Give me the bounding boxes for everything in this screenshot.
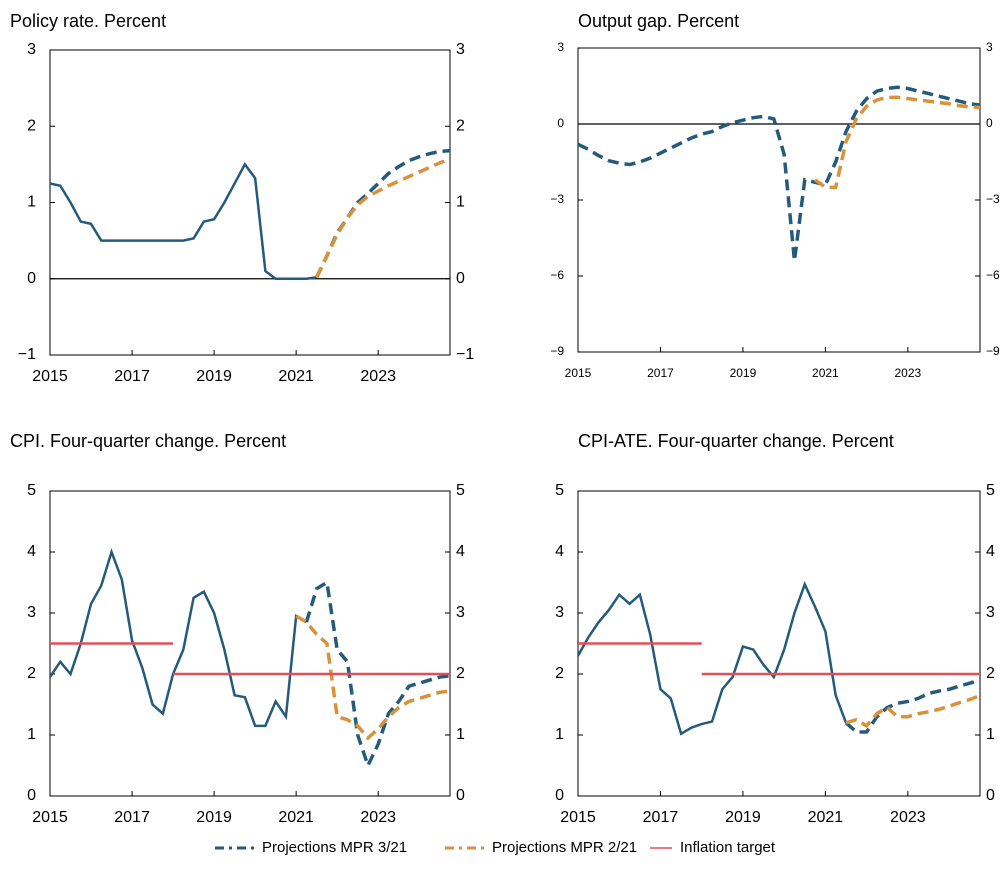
x-tick-label: 2015 [560,809,596,826]
y-tick-label: 1 [27,726,36,743]
panel-title: Output gap. Percent [578,11,739,31]
y2-tick-label: 5 [986,482,995,499]
y-tick-label: −1 [18,346,36,363]
panel: Policy rate. Percent −1 −1 0 0 1 1 2 2 3 3 2015 2017… [10,11,474,385]
series-line [50,162,317,280]
y2-tick-label: 3 [986,40,993,54]
series-line [578,581,848,736]
y2-tick-label: 1 [456,726,465,743]
y2-tick-label: −3 [986,192,1000,206]
x-tick-label: 2015 [32,809,68,826]
y2-tick-label: −1 [456,346,474,363]
series-line [304,579,450,771]
y2-tick-label: 1 [986,726,995,743]
series-line [50,642,450,676]
plot-frame [577,47,981,353]
x-tick-label: 2023 [890,809,926,826]
y2-tick-label: 3 [456,41,465,58]
y2-tick-label: 2 [456,665,465,682]
y2-tick-label: 2 [986,665,995,682]
x-tick-label: 2023 [360,368,396,385]
legend-label: Projections MPR 3/21 [262,839,407,856]
series-line [295,614,450,741]
x-tick-label: 2015 [565,366,592,380]
legend: Projections MPR 3/21 Projections MPR 2/21… [215,839,776,856]
y2-tick-label: 0 [456,270,465,287]
legend-label: Inflation target [680,839,776,856]
legend-label: Projections MPR 2/21 [492,839,637,856]
x-tick-label: 2017 [114,368,150,385]
series-line [315,148,450,278]
y2-tick-label: 1 [456,194,465,211]
y-tick-label: −3 [550,192,564,206]
y-tick-label: 5 [555,482,564,499]
y2-tick-label: 3 [986,604,995,621]
x-tick-label: 2019 [196,809,232,826]
x-tick-label: 2019 [725,809,761,826]
x-tick-label: 2017 [643,809,679,826]
y-tick-label: 2 [27,665,36,682]
y-tick-label: 2 [27,117,36,134]
y-tick-label: 0 [27,270,36,287]
y-tick-label: 3 [555,604,564,621]
x-tick-label: 2021 [278,368,314,385]
series-line [844,678,980,734]
panel-title: CPI-ATE. Four-quarter change. Percent [578,431,894,451]
y-tick-label: 0 [557,116,564,130]
y-tick-label: 4 [27,543,36,560]
y-tick-label: 1 [555,726,564,743]
y-tick-label: 2 [555,665,564,682]
series-line [578,642,980,676]
series-line [50,548,308,728]
y2-tick-label: 4 [986,543,995,560]
y-tick-label: 5 [27,482,36,499]
plot-frame [49,49,451,356]
y2-tick-label: −9 [986,344,1000,358]
x-tick-label: 2019 [730,366,757,380]
x-tick-label: 2023 [894,366,921,380]
series-line [845,693,980,729]
y2-tick-label: 2 [456,117,465,134]
y2-tick-label: −6 [986,268,1000,282]
y2-tick-label: 0 [456,787,465,804]
series-line [578,85,980,262]
x-tick-label: 2021 [278,809,314,826]
panel: CPI. Four-quarter change. Percent 0 0 1 1 2 2 3… [10,431,465,826]
y2-tick-label: 4 [456,543,465,560]
x-tick-label: 2019 [196,368,232,385]
panel-title: Policy rate. Percent [10,11,166,31]
y2-tick-label: 0 [986,116,993,130]
x-tick-label: 2015 [32,368,68,385]
y-tick-label: −6 [550,268,564,282]
x-tick-label: 2017 [647,366,674,380]
x-tick-label: 2017 [114,809,150,826]
y2-tick-label: 0 [986,787,995,804]
panel: Output gap. Percent −9 −9 −6 −6 −3 −3 0 0 3 3 2015 2… [550,11,1000,380]
x-tick-label: 2023 [360,809,396,826]
panel: CPI-ATE. Four-quarter change. Percent 0 0 1… [555,431,995,826]
panel-title: CPI. Four-quarter change. Percent [10,431,286,451]
y-tick-label: 3 [557,40,564,54]
x-tick-label: 2021 [812,366,839,380]
y-tick-label: 0 [27,787,36,804]
y-tick-label: 0 [555,787,564,804]
y2-tick-label: 5 [456,482,465,499]
series-line [315,157,450,278]
y-tick-label: 1 [27,194,36,211]
y-tick-label: 4 [555,543,564,560]
y-tick-label: 3 [27,41,36,58]
series-line [814,95,980,190]
y2-tick-label: 3 [456,604,465,621]
x-tick-label: 2021 [808,809,844,826]
y-tick-label: −9 [550,344,564,358]
y-tick-label: 3 [27,604,36,621]
